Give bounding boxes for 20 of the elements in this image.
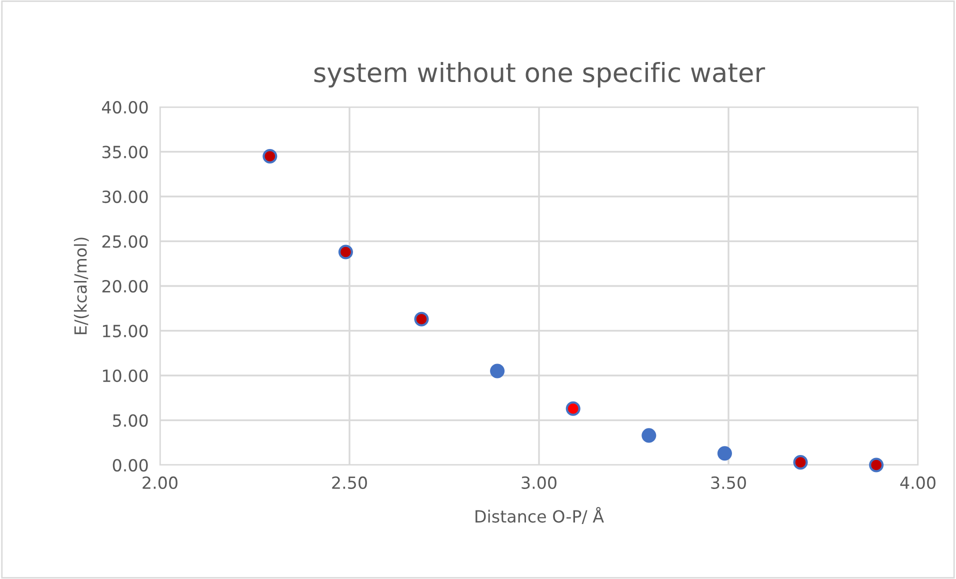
x-axis-title: Distance O-P/ Å — [476, 506, 604, 524]
y-tick-label: 0.00 — [112, 458, 148, 472]
y-tick-label: 40.00 — [102, 100, 148, 114]
y-axis-title: E/(kcal/mol) — [74, 238, 89, 334]
point — [717, 446, 732, 461]
x-tick-label: 4.00 — [900, 476, 936, 490]
y-tick-label: 35.00 — [102, 146, 148, 158]
point — [642, 428, 656, 443]
y-tick-label: 25.00 — [102, 235, 148, 248]
y-tick-label: 20.00 — [102, 280, 148, 293]
x-tick-label: 2.00 — [142, 476, 178, 490]
y-tick-label: 10.00 — [103, 369, 148, 382]
x-tick-label: 3.50 — [711, 476, 746, 490]
y-tick-label: 15.00 — [103, 324, 148, 338]
x-tick-label: 3.00 — [522, 476, 556, 490]
y-tick-label: 30.00 — [102, 190, 148, 204]
chart-title: system without one specific water — [314, 62, 766, 88]
point — [490, 364, 505, 378]
x-tick-label: 2.50 — [332, 476, 367, 490]
y-tick-label: 5.00 — [113, 414, 148, 427]
